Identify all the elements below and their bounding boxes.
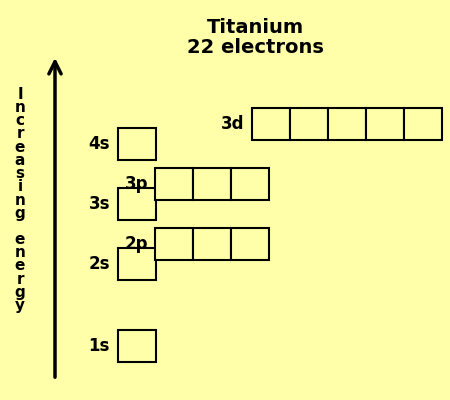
Text: 1s: 1s (89, 337, 110, 355)
Bar (155, 168, 193, 200)
Bar (290, 108, 328, 140)
Bar (231, 228, 269, 260)
Bar (404, 108, 442, 140)
Text: 3p: 3p (125, 175, 148, 193)
Text: I
n
c
r
e
a
s
i
n
g
 
e
n
e
r
g
y: I n c r e a s i n g e n e r g y (14, 87, 26, 313)
Text: 2s: 2s (89, 255, 110, 273)
Bar (193, 168, 231, 200)
Text: 3s: 3s (89, 195, 110, 213)
Bar (252, 108, 290, 140)
Bar (118, 248, 156, 280)
Bar (193, 228, 231, 260)
Bar (328, 108, 366, 140)
Text: 4s: 4s (89, 135, 110, 153)
Bar (231, 168, 269, 200)
Text: 22 electrons: 22 electrons (187, 38, 324, 57)
Bar (118, 330, 156, 362)
Bar (118, 188, 156, 220)
Bar (118, 128, 156, 160)
Bar (366, 108, 404, 140)
Text: 2p: 2p (125, 235, 148, 253)
Text: Titanium: Titanium (207, 18, 304, 37)
Bar (155, 228, 193, 260)
Text: 3d: 3d (220, 115, 244, 133)
